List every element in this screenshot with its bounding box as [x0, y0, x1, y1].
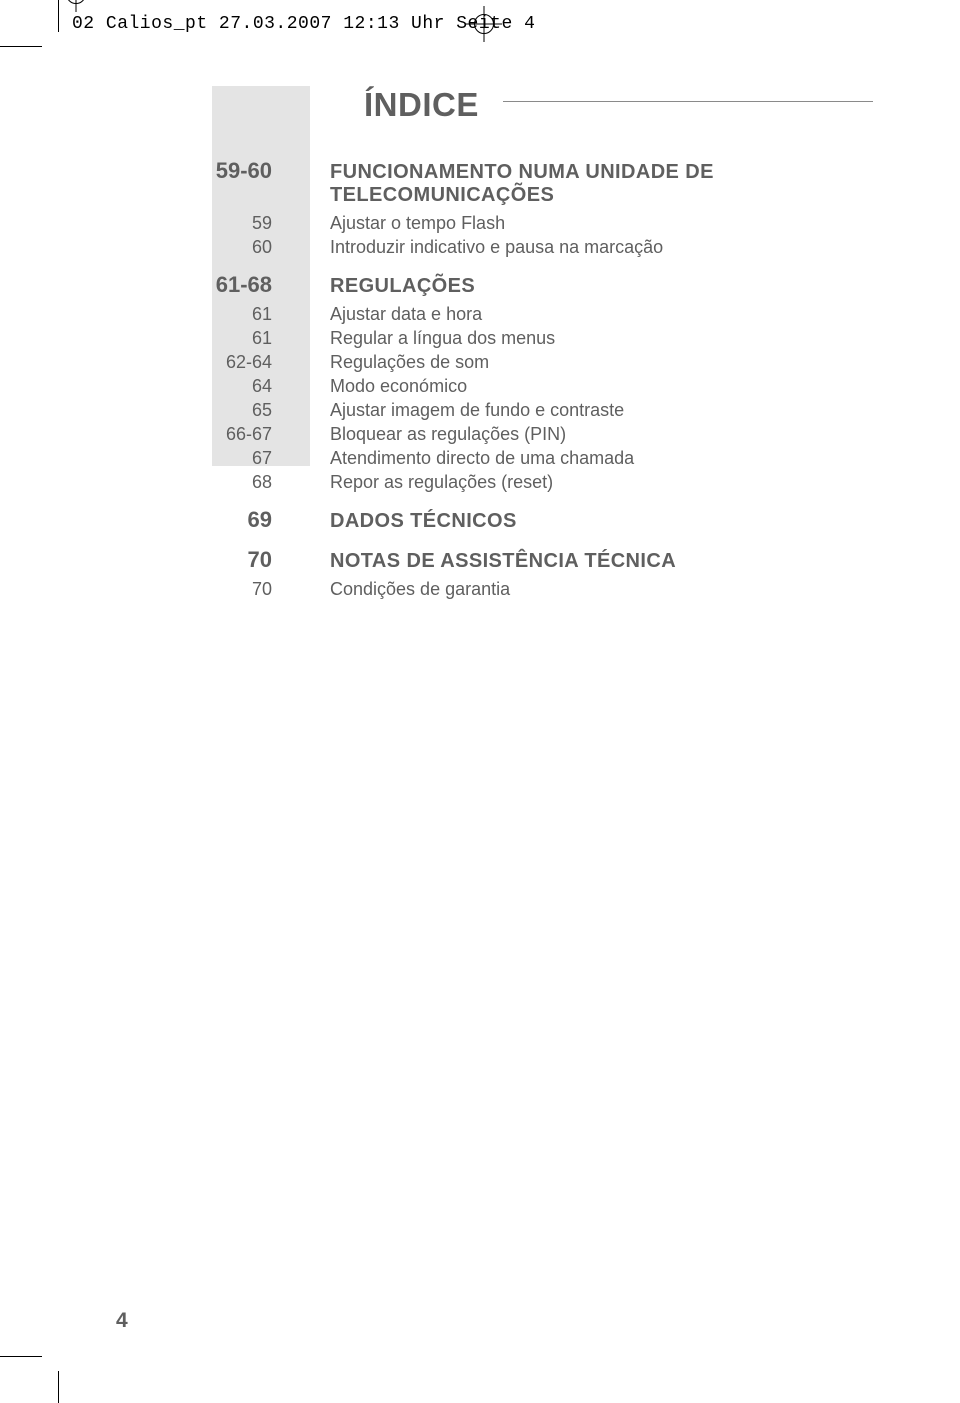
- toc-label: Condições de garantia: [330, 579, 510, 600]
- toc-page: 65: [156, 400, 306, 421]
- title-text: ÍNDICE: [364, 86, 479, 123]
- toc-section-row: 59-60 FUNCIONAMENTO NUMA UNIDADE DE TELE…: [156, 158, 916, 207]
- toc-section-row: 61-68 REGULAÇÕES: [156, 272, 916, 298]
- toc-item-row: 61 Regular a língua dos menus: [156, 328, 916, 349]
- crop-mark: [0, 1356, 42, 1357]
- page-title: ÍNDICE: [364, 86, 916, 124]
- toc-item-row: 70 Condições de garantia: [156, 579, 916, 600]
- toc-item-row: 64 Modo económico: [156, 376, 916, 397]
- page-content: ÍNDICE 59-60 FUNCIONAMENTO NUMA UNIDADE …: [156, 76, 916, 603]
- print-meta-header: 02 Calios_pt 27.03.2007 12:13 Uhr Seite …: [72, 14, 535, 34]
- toc-label: Regulações de som: [330, 352, 489, 373]
- toc-label: Regular a língua dos menus: [330, 328, 555, 349]
- crop-mark: [58, 1371, 59, 1403]
- toc-page: 60: [156, 237, 306, 258]
- toc-label: Bloquear as regulações (PIN): [330, 424, 566, 445]
- toc-page: 61: [156, 304, 306, 325]
- toc-section-row: 70 NOTAS DE ASSISTÊNCIA TÉCNICA: [156, 547, 916, 573]
- toc-item-row: 61 Ajustar data e hora: [156, 304, 916, 325]
- toc-page: 62-64: [156, 352, 306, 373]
- page-number: 4: [116, 1309, 128, 1333]
- toc-item-row: 68 Repor as regulações (reset): [156, 472, 916, 493]
- toc-page: 59-60: [156, 158, 306, 184]
- toc-label: Introduzir indicativo e pausa na marcaçã…: [330, 237, 663, 258]
- toc-page: 61: [156, 328, 306, 349]
- toc-page: 67: [156, 448, 306, 469]
- toc-label: NOTAS DE ASSISTÊNCIA TÉCNICA: [330, 550, 676, 573]
- toc-label: Atendimento directo de uma chamada: [330, 448, 634, 469]
- toc-label: Ajustar data e hora: [330, 304, 482, 325]
- toc-item-row: 62-64 Regulações de som: [156, 352, 916, 373]
- toc-label: Modo económico: [330, 376, 467, 397]
- toc-label: DADOS TÉCNICOS: [330, 510, 517, 533]
- toc-label: Ajustar imagem de fundo e contraste: [330, 400, 624, 421]
- toc-label: Ajustar o tempo Flash: [330, 213, 505, 234]
- title-underline: [503, 101, 873, 102]
- table-of-contents: 59-60 FUNCIONAMENTO NUMA UNIDADE DE TELE…: [156, 158, 916, 600]
- toc-item-row: 66-67 Bloquear as regulações (PIN): [156, 424, 916, 445]
- toc-label: FUNCIONAMENTO NUMA UNIDADE DE TELECOMUNI…: [330, 161, 850, 207]
- crop-mark: [0, 46, 42, 47]
- toc-item-row: 59 Ajustar o tempo Flash: [156, 213, 916, 234]
- toc-item-row: 67 Atendimento directo de uma chamada: [156, 448, 916, 469]
- toc-page: 61-68: [156, 272, 306, 298]
- toc-page: 70: [156, 579, 306, 600]
- toc-page: 66-67: [156, 424, 306, 445]
- toc-page: 59: [156, 213, 306, 234]
- toc-item-row: 60 Introduzir indicativo e pausa na marc…: [156, 237, 916, 258]
- toc-label: Repor as regulações (reset): [330, 472, 553, 493]
- toc-item-row: 65 Ajustar imagem de fundo e contraste: [156, 400, 916, 421]
- toc-page: 68: [156, 472, 306, 493]
- toc-page: 70: [156, 547, 306, 573]
- toc-label: REGULAÇÕES: [330, 275, 475, 298]
- toc-section-row: 69 DADOS TÉCNICOS: [156, 507, 916, 533]
- registration-mark-icon: [58, 0, 94, 12]
- toc-page: 69: [156, 507, 306, 533]
- toc-page: 64: [156, 376, 306, 397]
